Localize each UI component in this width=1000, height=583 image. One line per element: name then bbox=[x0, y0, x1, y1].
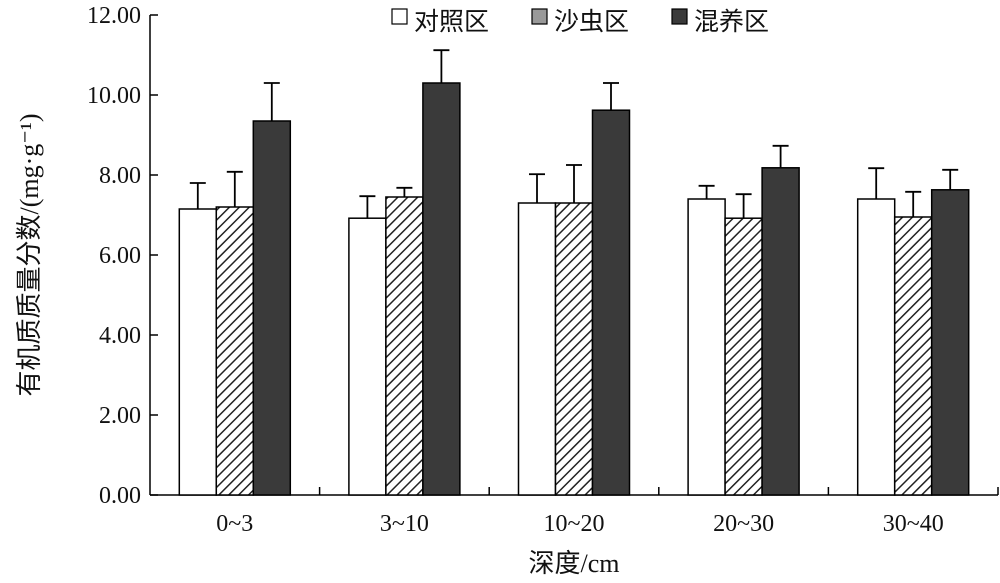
bar bbox=[893, 216, 933, 496]
legend-swatch bbox=[671, 8, 688, 25]
bar bbox=[724, 217, 763, 496]
y-tick-label: 2.00 bbox=[99, 403, 141, 429]
y-tick-label: 0.00 bbox=[99, 483, 141, 509]
legend-swatch bbox=[391, 8, 408, 25]
bar-marks bbox=[178, 49, 970, 496]
x-tick-label: 10~20 bbox=[544, 511, 605, 537]
y-axis-ticks: 0.00 2.00 4.00 6.00 8.00 10.00 12.00 bbox=[87, 3, 158, 509]
bar bbox=[856, 198, 896, 496]
bar bbox=[554, 202, 594, 496]
legend-label: 对照区 bbox=[414, 8, 489, 36]
bar bbox=[687, 198, 726, 496]
bar bbox=[178, 208, 218, 496]
y-axis-title: 有机质质量分数/(mg·g⁻¹) bbox=[15, 114, 44, 397]
legend-label: 混养区 bbox=[694, 8, 769, 36]
x-tick-label: 0~3 bbox=[216, 511, 253, 537]
y-tick-label: 12.00 bbox=[87, 3, 141, 29]
bar bbox=[930, 189, 970, 496]
y-tick-label: 8.00 bbox=[99, 163, 141, 189]
x-tick-label: 30~40 bbox=[883, 511, 944, 537]
x-tick-label: 3~10 bbox=[380, 511, 429, 537]
bar bbox=[348, 217, 387, 496]
x-axis-title: 深度/cm bbox=[529, 549, 620, 578]
bar bbox=[252, 120, 292, 496]
legend-label: 沙虫区 bbox=[554, 8, 629, 36]
bar bbox=[215, 206, 255, 496]
bar bbox=[385, 196, 424, 496]
bar bbox=[591, 109, 631, 496]
y-tick-label: 10.00 bbox=[87, 83, 141, 109]
x-axis-ticks: 0~3 3~10 10~20 20~30 30~40 bbox=[216, 487, 999, 537]
y-tick-label: 6.00 bbox=[99, 243, 141, 269]
bar bbox=[422, 82, 461, 496]
y-tick-label: 4.00 bbox=[99, 323, 141, 349]
x-tick-label: 20~30 bbox=[713, 511, 774, 537]
bar bbox=[761, 167, 800, 496]
legend-swatch bbox=[531, 8, 548, 25]
legend: 对照区 沙虫区 混养区 bbox=[391, 8, 769, 36]
bar bbox=[517, 202, 557, 496]
